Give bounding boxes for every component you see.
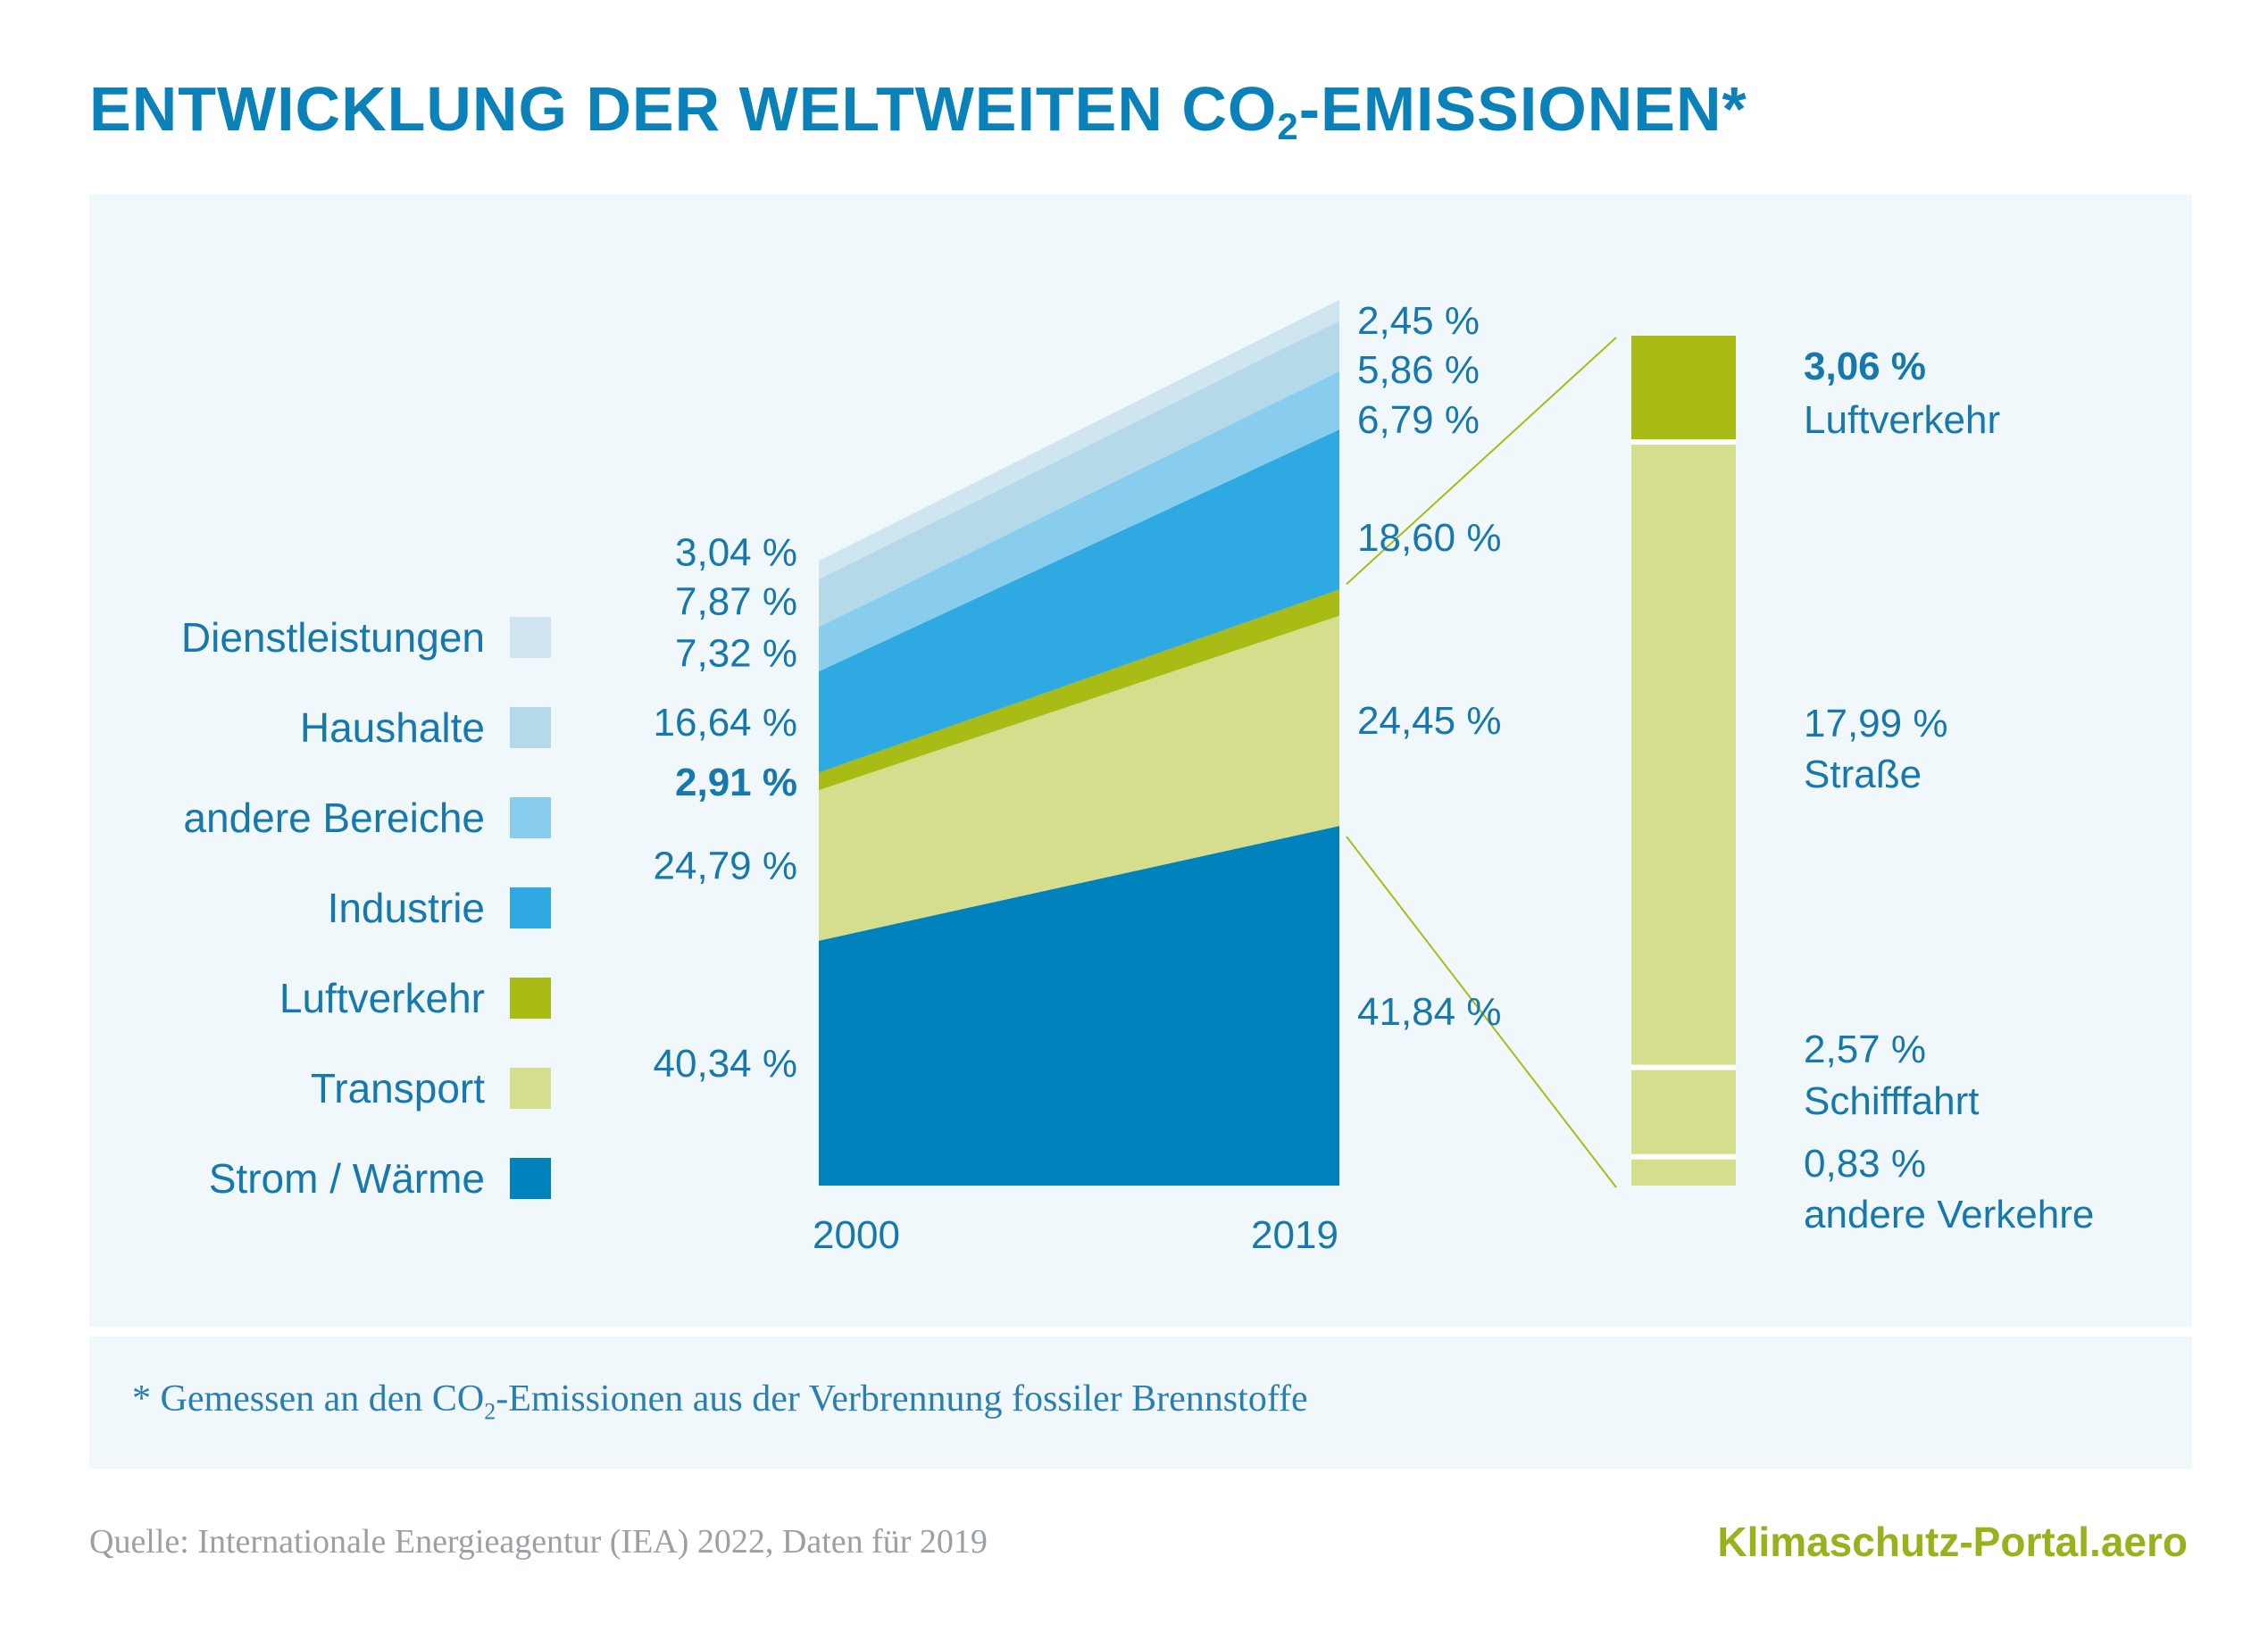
legend: Dienstleistungen Haushalte andere Bereiche… [181, 614, 551, 1202]
connector-lines [1346, 337, 1617, 1188]
bar-seg-schifffahrt [1631, 1067, 1736, 1157]
area-layer [819, 299, 1339, 1186]
x-axis: 2000 2019 [813, 1213, 1338, 1257]
label-2019-transport: 24,45 % [1357, 699, 1501, 743]
bar-value-schifffahrt: 2,57 % [1804, 1028, 1926, 1071]
area-luftverkehr [819, 589, 1339, 791]
area-haushalte [819, 321, 1339, 628]
label-2000-strom-wärme: 40,34 % [654, 1042, 797, 1086]
area-industrie [819, 429, 1339, 773]
legend-label-strom-wärme: Strom / Wärme [209, 1155, 485, 1202]
bar-value-andere-verkehre: 0,83 % [1804, 1142, 1926, 1186]
legend-label-andere-bereiche: andere Bereiche [183, 795, 485, 841]
footnote-box: * Gemessen an den CO2-Emissionen aus der… [89, 1336, 2192, 1469]
legend-label-dienstleistungen: Dienstleistungen [181, 614, 485, 661]
label-2019-haushalte: 5,86 % [1357, 348, 1480, 392]
page-title: ENTWICKLUNG DER WELTWEITEN CO2-EMISSIONE… [89, 74, 1747, 147]
legend-label-haushalte: Haushalte [300, 704, 485, 751]
area-transport [819, 615, 1339, 941]
transport-breakdown-bar: 0,83 % andere Verkehre 2,57 % Schifffahrt 17… [1631, 336, 2094, 1236]
bar-seg-andere-verkehre [1631, 1156, 1736, 1186]
legend-swatch-strom-wärme [510, 1158, 551, 1199]
brand-logo-text[interactable]: Klimaschutz-Portal.aero [1717, 1519, 2188, 1565]
legend-swatch-andere-bereiche [510, 797, 551, 838]
bar-name-straße: Straße [1804, 753, 1922, 796]
x-tick-2019: 2019 [1251, 1213, 1338, 1257]
label-2000-andere-bereiche: 7,32 % [675, 631, 797, 675]
value-labels: 40,34 % 24,79 % 2,91 % 16,64 % 7,32 % 7,87 % 3… [654, 299, 1502, 1086]
label-2000-industrie: 16,64 % [654, 701, 797, 745]
bar-value-straße: 17,99 % [1804, 702, 1947, 745]
legend-swatch-haushalte [510, 707, 551, 748]
label-2000-transport: 24,79 % [654, 844, 797, 887]
label-2019-industrie: 18,60 % [1357, 516, 1501, 560]
area-strom-wärme [819, 826, 1339, 1186]
footnote: * Gemessen an den CO2-Emissionen aus der… [132, 1378, 1308, 1425]
x-tick-2000: 2000 [813, 1213, 900, 1257]
legend-swatch-luftverkehr [510, 978, 551, 1019]
bar-separator [1631, 439, 1736, 445]
legend-swatch-dienstleistungen [510, 617, 551, 658]
area-dienstleistungen [819, 299, 1339, 579]
chart-svg: 0,83 % andere Verkehre 2,57 % Schifffahrt 17… [181, 299, 2094, 1257]
bar-separator [1631, 1064, 1736, 1070]
label-2000-dienstleistungen: 3,04 % [675, 531, 797, 575]
connector-bottom [1346, 836, 1617, 1188]
label-2019-dienstleistungen: 2,45 % [1357, 299, 1480, 343]
label-2000-haushalte: 7,87 % [675, 580, 797, 624]
source-text: Quelle: Internationale Energieagentur (I… [89, 1523, 988, 1561]
bar-seg-luftverkehr [1631, 336, 1736, 443]
bar-name-schifffahrt: Schifffahrt [1804, 1079, 1980, 1123]
bar-name-luftverkehr: Luftverkehr [1804, 398, 2000, 442]
label-2019-andere-bereiche: 6,79 % [1357, 398, 1480, 442]
label-2019-strom-wärme: 41,84 % [1357, 990, 1501, 1034]
label-2000-luftverkehr: 2,91 % [675, 761, 797, 804]
bar-seg-straße [1631, 442, 1736, 1068]
bar-separator [1631, 1153, 1736, 1160]
legend-label-industrie: Industrie [328, 885, 485, 931]
connector-top [1346, 337, 1617, 585]
legend-swatch-transport [510, 1068, 551, 1109]
area-andere-bereiche [819, 370, 1339, 672]
bar-value-luftverkehr: 3,06 % [1804, 345, 1926, 388]
legend-label-transport: Transport [311, 1065, 485, 1111]
legend-swatch-industrie [510, 887, 551, 928]
bar-name-andere-verkehre: andere Verkehre [1804, 1193, 2094, 1236]
legend-label-luftverkehr: Luftverkehr [279, 975, 485, 1021]
